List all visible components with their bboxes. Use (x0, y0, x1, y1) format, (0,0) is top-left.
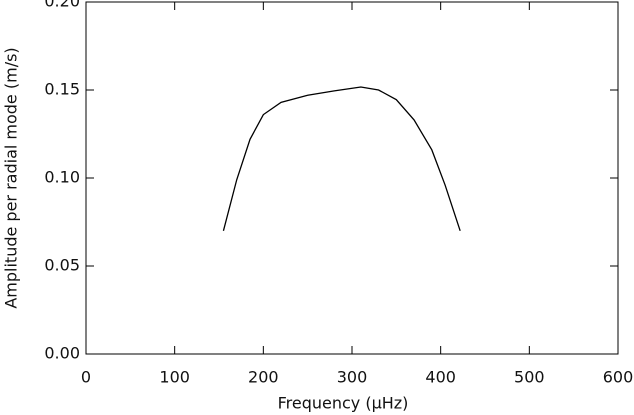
x-axis-label: Frequency (μHz) (278, 394, 409, 413)
x-tick-label: 300 (337, 368, 368, 387)
y-tick-label: 0.20 (44, 0, 80, 11)
y-tick-label: 0.00 (44, 344, 80, 363)
x-tick-label: 500 (514, 368, 545, 387)
data-line (222, 86, 461, 232)
x-tick-label: 0 (81, 368, 91, 387)
x-tick-label: 100 (159, 368, 190, 387)
y-tick-label: 0.15 (44, 80, 80, 99)
plot-frame (85, 1, 619, 355)
x-tick-label: 400 (425, 368, 456, 387)
x-tick-label: 600 (603, 368, 634, 387)
y-axis-label: Amplitude per radial mode (m/s) (2, 47, 21, 308)
y-tick-label: 0.10 (44, 168, 80, 187)
x-tick-label: 200 (248, 368, 279, 387)
y-tick-label: 0.05 (44, 256, 80, 275)
